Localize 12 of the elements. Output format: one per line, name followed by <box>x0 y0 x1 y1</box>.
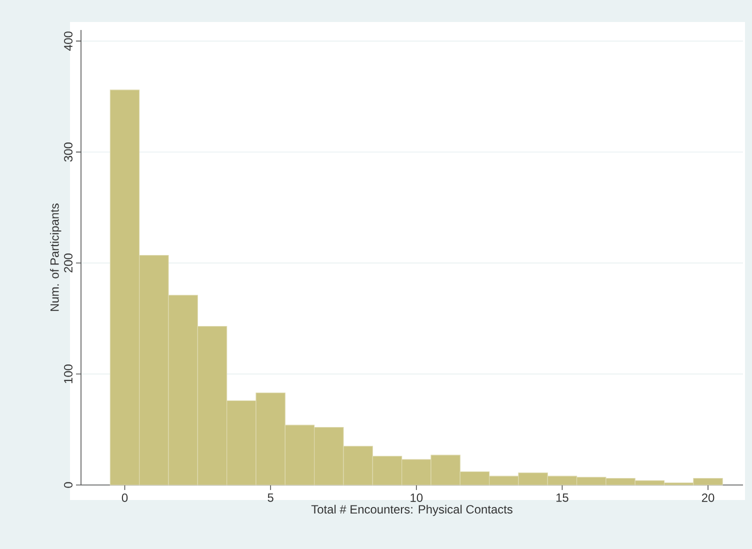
y-tick-label: 200 <box>64 254 72 272</box>
y-tick-label: 300 <box>64 142 72 162</box>
x-tick-label: 15 <box>556 494 568 502</box>
y-tick-label: 400 <box>64 32 72 51</box>
x-tick-label: 0 <box>122 494 128 502</box>
x-tick-label: 20 <box>702 494 714 502</box>
y-tick-label: 100 <box>64 364 72 384</box>
x-tick-label: 10 <box>410 494 423 502</box>
y-tick-label: 0 <box>64 482 72 488</box>
y-axis-title: Num. of Participants <box>50 204 62 311</box>
x-axis-title: Total # Encounters: Physical Contacts <box>311 504 512 516</box>
x-tick-label: 5 <box>268 494 274 502</box>
